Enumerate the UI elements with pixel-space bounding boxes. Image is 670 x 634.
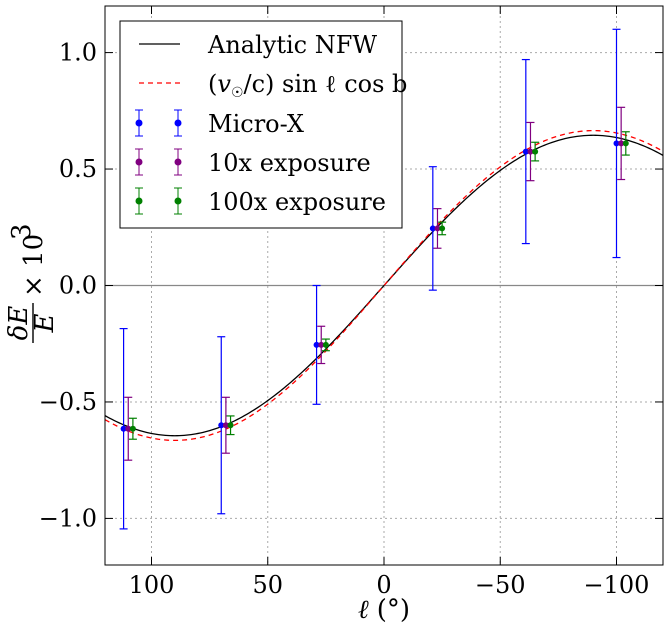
data-point — [222, 422, 229, 429]
legend-box — [119, 20, 403, 229]
curve-analytic-nfw — [105, 134, 663, 437]
data-point — [318, 341, 325, 348]
y-tick-label: 0.5 — [59, 155, 97, 183]
data-point — [532, 148, 539, 155]
data-point — [429, 225, 436, 232]
legend-marker-100x — [135, 187, 182, 215]
legend-marker-10x — [135, 148, 182, 176]
data-point — [227, 422, 234, 429]
y-tick-label: 0.0 — [59, 272, 97, 300]
data-point — [527, 148, 534, 155]
y-label-numerator: δE — [4, 306, 34, 341]
data-points — [119, 28, 630, 530]
legend-marker-microx — [135, 109, 182, 137]
ticks — [105, 6, 663, 565]
legend-label-100x: 100x exposure — [208, 188, 386, 216]
data-point — [218, 422, 225, 429]
x-tick-label: −50 — [475, 571, 526, 599]
legend-label-microx: Micro-X — [208, 110, 304, 138]
data-point — [120, 425, 127, 432]
x-tick-label: 50 — [252, 571, 283, 599]
curves — [105, 129, 663, 442]
y-label-multiplier: × 10 — [19, 234, 49, 297]
series-0 — [119, 28, 621, 530]
curve-vsun — [105, 129, 663, 442]
x-axis-label: ℓ (°) — [358, 595, 410, 625]
data-point — [439, 225, 446, 232]
x-tick-label: 100 — [129, 571, 175, 599]
y-tick-label: 1.0 — [59, 39, 97, 67]
y-tick-label: −1.0 — [39, 504, 97, 532]
y-label-exponent: 3 — [7, 223, 37, 240]
x-tick-label: −100 — [584, 571, 650, 599]
series-2 — [128, 131, 630, 440]
x-tick-label: 0 — [376, 571, 391, 599]
data-point — [129, 425, 136, 432]
tick-labels: 100 50 0 −50 −100 −1.0 −0.5 0.0 0.5 1.0 — [39, 39, 650, 599]
data-point — [622, 140, 629, 147]
legend: Analytic NFW (v☉/c) sin ℓ cos b Micro-X … — [119, 20, 407, 229]
data-point — [313, 341, 320, 348]
y-axis-label: δE E × 10 3 — [4, 223, 60, 343]
y-label-denominator: E — [30, 313, 60, 333]
y-tick-label: −0.5 — [39, 388, 97, 416]
series-1 — [124, 106, 626, 461]
data-point — [125, 425, 132, 432]
legend-label-10x: 10x exposure — [208, 149, 371, 177]
legend-label-nfw: Analytic NFW — [207, 31, 377, 59]
data-point — [322, 341, 329, 348]
data-point — [618, 140, 625, 147]
data-point — [522, 148, 529, 155]
data-point — [613, 140, 620, 147]
data-point — [434, 225, 441, 232]
